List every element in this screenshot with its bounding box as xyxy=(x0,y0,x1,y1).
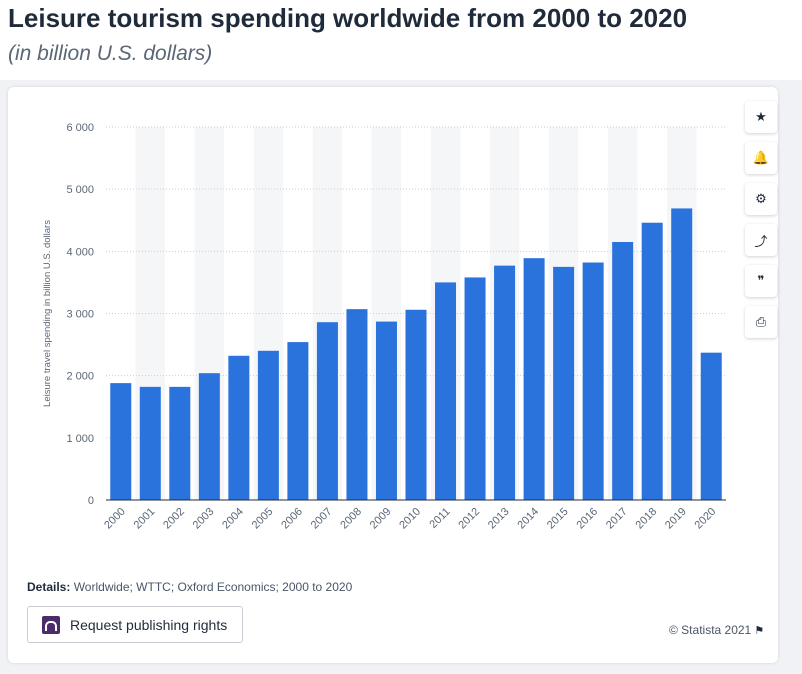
bar-2016 xyxy=(582,262,604,500)
x-tick-label: 2018 xyxy=(634,506,660,532)
request-publishing-rights-button[interactable]: Request publishing rights xyxy=(27,606,243,643)
bar-2007 xyxy=(316,322,338,500)
x-tick-label: 2003 xyxy=(191,506,217,532)
page-subtitle: (in billion U.S. dollars) xyxy=(8,42,213,65)
y-tick-label: 6 000 xyxy=(66,122,94,134)
x-tick-label: 2007 xyxy=(309,506,335,532)
publishing-button-label: Request publishing rights xyxy=(70,616,228,633)
bell-icon: 🔔 xyxy=(752,150,770,166)
y-tick-label: 4 000 xyxy=(66,246,94,258)
bar-2017 xyxy=(612,242,634,500)
bar-2014 xyxy=(523,258,545,500)
flag-icon[interactable]: ⚑ xyxy=(754,624,765,637)
x-tick-label: 2013 xyxy=(486,506,512,532)
quote-icon: ❞ xyxy=(757,273,765,289)
x-tick-label: 2017 xyxy=(604,506,630,532)
bar-2012 xyxy=(464,277,486,500)
bar-2010 xyxy=(405,309,427,500)
print-icon: ⎙ xyxy=(755,314,767,330)
chart-toolbar: ★ 🔔 ⚙ ⤴ ❞ ⎙ xyxy=(745,101,779,347)
x-tick-label: 2011 xyxy=(427,506,452,531)
bar-2001 xyxy=(139,386,161,500)
page-header: Leisure tourism spending worldwide from … xyxy=(0,0,802,80)
x-tick-label: 2019 xyxy=(663,506,689,532)
share-icon: ⤴ xyxy=(754,234,768,250)
star-icon: ★ xyxy=(755,109,767,125)
x-tick-label: 2012 xyxy=(456,506,482,532)
print-button[interactable]: ⎙ xyxy=(745,306,777,338)
x-tick-label: 2000 xyxy=(102,506,128,532)
share-button[interactable]: ⤴ xyxy=(745,224,777,256)
y-tick-label: 5 000 xyxy=(66,184,94,196)
x-tick-label: 2006 xyxy=(279,506,305,532)
x-tick-label: 2016 xyxy=(574,506,600,532)
details-text: Worldwide; WTTC; Oxford Economics; 2000 … xyxy=(70,580,353,594)
copyright-text: © Statista 2021 xyxy=(669,623,752,637)
x-tick-label: 2014 xyxy=(515,506,541,532)
y-tick-label: 3 000 xyxy=(66,309,94,321)
bar-2004 xyxy=(228,355,250,500)
y-tick-label: 0 xyxy=(88,495,94,507)
settings-button[interactable]: ⚙ xyxy=(745,183,777,215)
copyright-notice: © Statista 2021 ⚑ xyxy=(669,623,764,637)
bar-2018 xyxy=(641,222,663,500)
x-tick-label: 2009 xyxy=(368,506,394,532)
bar-2019 xyxy=(671,208,693,500)
bar-2000 xyxy=(110,383,132,500)
bar-2009 xyxy=(375,321,397,500)
notification-button[interactable]: 🔔 xyxy=(745,142,777,174)
x-tick-label: 2004 xyxy=(220,506,246,532)
details-label: Details: xyxy=(27,580,71,594)
bar-2005 xyxy=(257,350,279,500)
gear-icon: ⚙ xyxy=(755,191,767,207)
y-tick-label: 2 000 xyxy=(66,371,94,383)
x-tick-label: 2002 xyxy=(161,506,187,532)
favorite-button[interactable]: ★ xyxy=(745,101,777,133)
cite-button[interactable]: ❞ xyxy=(745,265,777,297)
x-tick-label: 2020 xyxy=(693,506,719,532)
bar-2020 xyxy=(700,352,722,500)
bar-2013 xyxy=(494,265,516,500)
bar-2006 xyxy=(287,342,309,500)
x-tick-label: 2010 xyxy=(397,506,423,532)
bar-2008 xyxy=(346,309,368,500)
bar-2015 xyxy=(553,266,575,500)
chart-details: Details: Worldwide; WTTC; Oxford Economi… xyxy=(27,580,352,594)
page-title: Leisure tourism spending worldwide from … xyxy=(8,3,688,33)
bar-2011 xyxy=(435,282,457,500)
x-tick-label: 2015 xyxy=(545,506,571,532)
publishing-icon xyxy=(42,615,60,634)
bar-2002 xyxy=(169,386,191,500)
x-tick-label: 2008 xyxy=(338,506,364,532)
y-axis-label: Leisure travel spending in billion U.S. … xyxy=(42,220,53,407)
bar-2003 xyxy=(198,373,220,500)
y-tick-label: 1 000 xyxy=(66,433,94,445)
x-tick-label: 2005 xyxy=(250,506,276,532)
x-tick-label: 2001 xyxy=(132,506,158,532)
